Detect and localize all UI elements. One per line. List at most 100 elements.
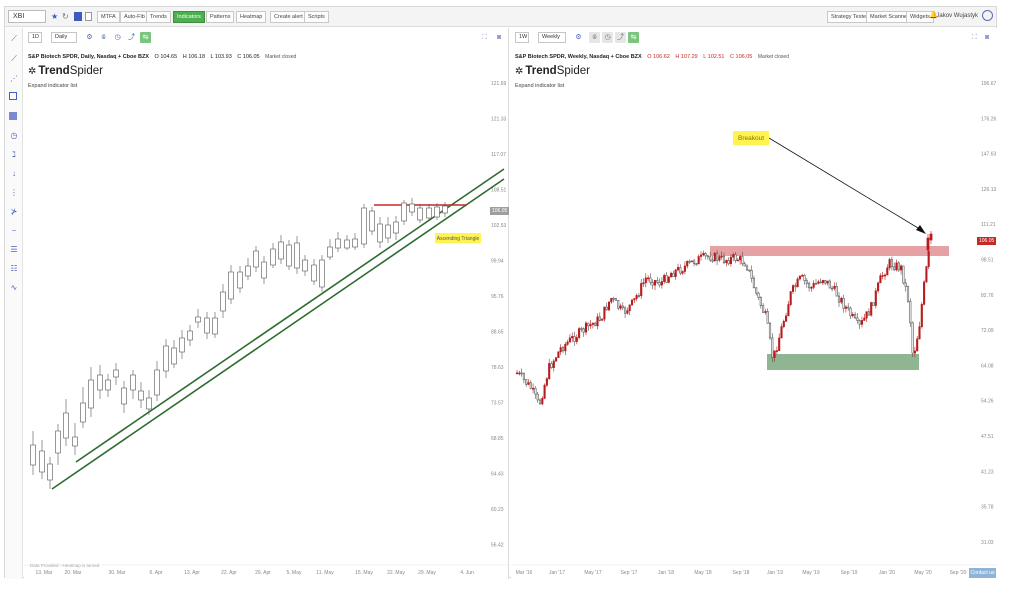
candle-body	[658, 282, 661, 286]
fib-tool-icon[interactable]: ℷ	[12, 150, 16, 159]
candle-body	[442, 205, 448, 214]
levels-tool-icon[interactable]: ☰	[10, 245, 18, 254]
candle-body	[369, 210, 375, 232]
candle-body	[752, 277, 755, 289]
wave-tool-icon[interactable]: ∿	[10, 283, 18, 292]
interval-select[interactable]: 1W	[515, 32, 529, 43]
toolbar-button-scripts[interactable]: Scripts	[304, 11, 329, 23]
x-axis-label: 4. Jun	[460, 570, 474, 576]
candle-body	[727, 260, 730, 265]
weekly-candlestick-chart[interactable]: 196.67 176.26 147.63 126.13 111.21 98.51 82.76…	[511, 28, 998, 579]
candle-body	[888, 259, 891, 269]
candle-body	[204, 317, 210, 334]
expand-icon[interactable]: ⛶	[482, 34, 487, 41]
candle-body	[736, 259, 739, 262]
candle-body	[842, 297, 845, 309]
horizontal-line-tool-icon[interactable]: ⎯	[12, 226, 16, 235]
clock-icon[interactable]: ◷	[114, 34, 121, 41]
candle-body	[538, 399, 542, 405]
refresh-icon[interactable]: ↻	[62, 12, 69, 21]
toolbar-button-create-alert[interactable]: Create alert	[270, 11, 307, 23]
layout-dropdown-icon[interactable]	[85, 12, 92, 21]
vertical-line-tool-icon[interactable]: ⋮	[10, 188, 18, 197]
sync-icon[interactable]: ⇆	[140, 32, 151, 43]
candle-body	[810, 287, 813, 289]
candle-body	[920, 304, 923, 328]
candle-body	[732, 254, 735, 258]
toolbar-button-trends[interactable]: Trends	[146, 11, 171, 23]
candle-body	[667, 276, 670, 283]
toolbar-button-widgets[interactable]: Widgets	[906, 11, 934, 23]
clock-icon[interactable]: ◷	[602, 32, 613, 43]
candle-body	[686, 260, 689, 267]
channel-tool-icon[interactable]: ⋰	[10, 74, 18, 83]
rectangle-tool-icon[interactable]	[9, 92, 17, 100]
user-name[interactable]: Jakov Wujastyk	[936, 13, 978, 19]
draw-icon[interactable]: ⟃	[101, 34, 106, 41]
camera-icon[interactable]: ◙	[985, 34, 990, 41]
candle-body	[926, 237, 930, 251]
candle-body	[344, 239, 350, 249]
candle-body	[780, 326, 783, 339]
candle-body	[755, 287, 758, 294]
gear-icon[interactable]: ⚙	[575, 34, 582, 41]
y-axis-label: 60.23	[491, 507, 504, 513]
candle-body	[541, 398, 544, 405]
toolbar-button-mtfa[interactable]: MTFA	[97, 11, 120, 23]
candle-body	[409, 203, 415, 213]
draw-icon[interactable]: ⟃	[589, 32, 600, 43]
bell-icon[interactable]: 🔔	[929, 12, 938, 19]
candle-body	[821, 280, 824, 284]
trendline-tool-icon[interactable]: ⟋	[11, 34, 17, 43]
toolbar-button-auto-fib[interactable]: Auto-Fib	[120, 11, 149, 23]
timeframe-select[interactable]: Weekly	[538, 32, 566, 43]
candle-body	[798, 275, 801, 280]
candle-body	[385, 224, 391, 239]
camera-icon[interactable]: ◙	[497, 34, 502, 41]
ray-tool-icon[interactable]: ⟋	[11, 54, 17, 63]
trend-icon[interactable]: ⤴	[128, 34, 135, 41]
candle-body	[612, 297, 615, 300]
contact-us-button[interactable]: Contact us	[969, 568, 996, 578]
candle-body	[596, 316, 599, 327]
toolbar-button-heatmap[interactable]: Heatmap	[236, 11, 267, 23]
symbol-input[interactable]: XBI	[8, 10, 46, 23]
candle-body	[545, 378, 548, 386]
timeframe-select[interactable]: Daily	[51, 32, 77, 43]
candle-body	[801, 275, 804, 277]
ascending-triangle-label: Ascending Triangle	[437, 236, 480, 242]
timer-tool-icon[interactable]: ◷	[10, 131, 18, 140]
expand-indicator-list-link[interactable]: Expand indicator list	[28, 83, 78, 89]
daily-candlestick-chart[interactable]: 121.69 121.33 117.07 108.51 102.53 99.94 95.76…	[24, 28, 509, 579]
candle-body	[683, 265, 686, 272]
pitchfork-tool-icon[interactable]: ⊁	[10, 207, 18, 216]
toolbar-button-patterns[interactable]: Patterns	[206, 11, 235, 23]
layout-icon[interactable]	[74, 12, 82, 21]
expand-indicator-list-link[interactable]: Expand indicator list	[515, 83, 565, 89]
trend-icon[interactable]: ⤴	[615, 32, 626, 43]
candle-body	[877, 282, 880, 292]
star-icon[interactable]: ★	[51, 12, 59, 21]
candle-body	[716, 252, 719, 261]
zone-tool-icon[interactable]	[9, 112, 17, 120]
interval-select[interactable]: 1D	[28, 32, 42, 43]
sync-icon[interactable]: ⇆	[628, 32, 639, 43]
x-axis-label: Mar '16	[516, 570, 533, 576]
candle-body	[603, 306, 606, 320]
candle-body	[766, 311, 769, 324]
toolbar-button-indicators[interactable]: Indicators	[173, 11, 205, 23]
expand-icon[interactable]: ⛶	[972, 34, 977, 41]
x-axis-label: 13. Mar	[36, 570, 53, 576]
candle-body	[564, 344, 567, 352]
gear-icon[interactable]: ⚙	[86, 34, 93, 41]
trendline-lower	[51, 178, 505, 490]
candle-body	[80, 402, 86, 423]
candle-body	[879, 275, 882, 284]
candle-body	[220, 291, 226, 312]
y-axis-label: 98.51	[981, 258, 994, 264]
ruler-tool-icon[interactable]: ☷	[10, 264, 18, 273]
avatar-icon[interactable]	[982, 10, 993, 21]
candle-body	[695, 263, 698, 265]
x-axis-label: 13. Apr	[184, 570, 200, 576]
arrow-down-tool-icon[interactable]: ↓	[12, 169, 16, 178]
